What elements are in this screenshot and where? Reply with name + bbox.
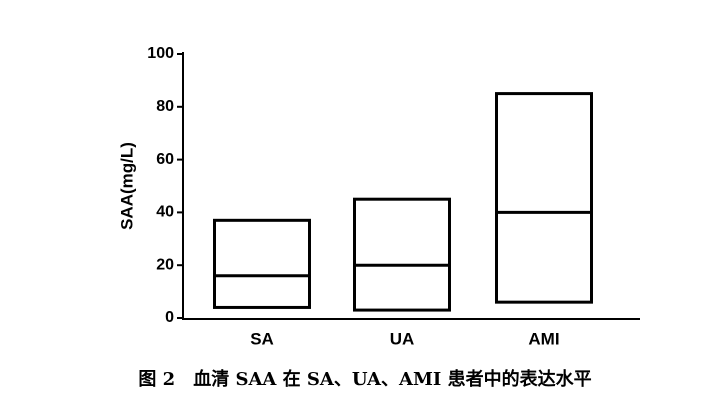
y-tick-label: 60 xyxy=(156,151,174,168)
y-tick-label: 80 xyxy=(156,98,174,115)
y-tick-label: 0 xyxy=(165,309,174,326)
y-tick-label: 40 xyxy=(156,204,174,221)
x-tick-label: AMI xyxy=(528,329,559,348)
y-axis-label: SAA(mg/L) xyxy=(117,142,136,230)
caption: 图 2 血清 SAA 在 SA、UA、AMI 患者中的表达水平 xyxy=(138,368,591,390)
y-tick-label: 20 xyxy=(156,256,174,273)
x-tick-label: SA xyxy=(250,329,274,348)
y-tick-label: 100 xyxy=(147,45,174,62)
box xyxy=(495,92,593,304)
x-tick-label: UA xyxy=(390,329,415,348)
box xyxy=(213,218,311,309)
box xyxy=(353,197,451,312)
